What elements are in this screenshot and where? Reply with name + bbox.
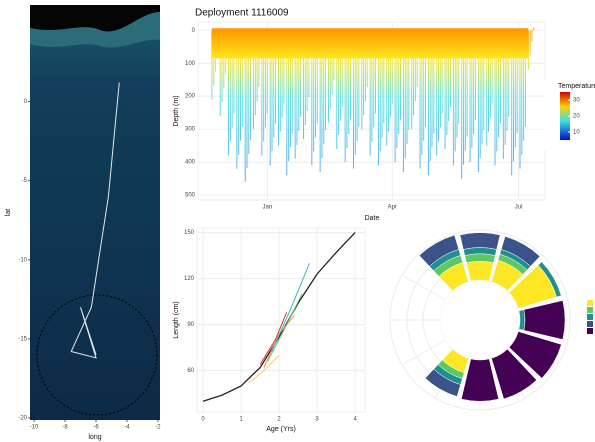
x-tick-label: 4	[353, 417, 357, 423]
x-tick-label: Jul	[515, 205, 523, 211]
polar-spoke	[402, 340, 445, 365]
x-axis-title: Date	[365, 215, 380, 222]
polar-segment	[465, 254, 495, 263]
x-tick-label: -8	[62, 425, 68, 431]
legend-title: Temperature	[558, 83, 595, 90]
y-tick-label: -15	[18, 336, 27, 342]
y-axis-title: Length (cm)	[173, 301, 180, 338]
legend-swatch	[587, 321, 593, 327]
x-tick-label: Jan	[263, 205, 273, 211]
polar-grid	[440, 280, 520, 360]
x-tick-label: 0	[201, 417, 205, 423]
y-tick-label: 0	[24, 99, 28, 105]
polar-segment	[524, 300, 565, 339]
x-tick-label: -10	[30, 425, 39, 431]
colorbar-label: 30	[573, 98, 580, 104]
y-tick-label: 120	[184, 276, 195, 282]
growth-panel	[197, 228, 365, 412]
y-tick-label: 200	[185, 94, 196, 100]
polar-segment	[442, 293, 451, 309]
polar-segment	[442, 293, 451, 309]
colorbar-label: 10	[573, 130, 580, 136]
x-tick-label: -2	[155, 425, 161, 431]
y-tick-label: 400	[185, 160, 196, 166]
x-axis-title: Age (Yrs)	[266, 426, 296, 433]
legend-swatch	[587, 328, 593, 334]
x-tick-label: 3	[315, 417, 319, 423]
polar-segment	[442, 332, 451, 348]
y-tick-label: 0	[192, 28, 196, 34]
x-tick-label: 2	[277, 417, 281, 423]
y-tick-label: -20	[18, 416, 27, 422]
polar-segment	[467, 261, 494, 281]
y-tick-label: -5	[22, 178, 28, 184]
polar-spoke	[402, 275, 445, 300]
y-tick-label: 100	[185, 61, 196, 67]
y-axis-title: lat	[5, 209, 12, 216]
legend-swatch	[587, 307, 593, 313]
colorbar-label: 20	[573, 114, 580, 120]
polar-segment	[442, 332, 451, 348]
y-tick-label: 90	[187, 322, 194, 328]
chart-title: Deployment 1116009	[195, 8, 289, 19]
y-tick-label: 500	[185, 193, 196, 199]
y-axis-title: Depth (m)	[173, 95, 180, 126]
polar-segment	[460, 233, 500, 250]
x-tick-label: -6	[93, 425, 99, 431]
y-tick-label: 150	[184, 230, 195, 236]
polar-segment	[442, 332, 451, 348]
y-tick-label: -10	[18, 257, 27, 263]
legend-swatch	[587, 314, 593, 320]
polar-segment	[442, 293, 451, 309]
y-tick-label: 300	[185, 127, 196, 133]
x-axis-title: long	[88, 434, 101, 441]
polar-segment	[442, 293, 451, 309]
y-tick-label: 60	[187, 368, 194, 374]
polar-segment	[461, 359, 498, 401]
polar-segment	[442, 332, 451, 348]
x-tick-label: Apr	[388, 205, 397, 211]
polar-segment	[519, 310, 525, 331]
x-tick-label: -4	[124, 425, 130, 431]
screen: 0-5-10-15-20-10-8-6-4-2longlat0100200300…	[0, 0, 595, 442]
polar-segment	[442, 293, 451, 309]
x-tick-label: 1	[239, 417, 243, 423]
polar-segment	[442, 332, 451, 348]
legend-swatch	[587, 300, 593, 306]
